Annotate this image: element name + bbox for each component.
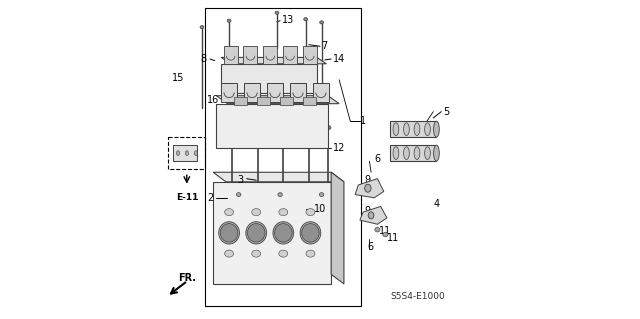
Bar xyxy=(244,83,260,102)
Ellipse shape xyxy=(227,19,231,22)
Polygon shape xyxy=(331,172,344,284)
Polygon shape xyxy=(213,172,344,182)
Ellipse shape xyxy=(255,126,260,130)
Text: 6: 6 xyxy=(375,154,381,165)
Ellipse shape xyxy=(424,123,430,136)
Text: 6: 6 xyxy=(367,242,373,252)
Ellipse shape xyxy=(301,224,319,242)
Ellipse shape xyxy=(219,222,239,244)
Ellipse shape xyxy=(225,250,234,257)
Bar xyxy=(313,83,329,102)
Text: 10: 10 xyxy=(314,204,326,214)
Text: 2: 2 xyxy=(207,193,213,203)
Polygon shape xyxy=(355,179,384,198)
Ellipse shape xyxy=(279,250,288,257)
Ellipse shape xyxy=(220,224,238,242)
Bar xyxy=(216,104,328,148)
Text: 8: 8 xyxy=(200,54,207,64)
Ellipse shape xyxy=(252,209,260,216)
Ellipse shape xyxy=(246,222,267,244)
Ellipse shape xyxy=(300,222,321,244)
Bar xyxy=(303,46,317,64)
Ellipse shape xyxy=(229,126,235,130)
Text: 1: 1 xyxy=(360,116,366,126)
Ellipse shape xyxy=(306,250,315,257)
Ellipse shape xyxy=(225,209,234,216)
Text: 11: 11 xyxy=(379,226,391,236)
Bar xyxy=(234,97,246,105)
Ellipse shape xyxy=(304,18,308,21)
Ellipse shape xyxy=(252,250,260,257)
Text: FR.: FR. xyxy=(178,272,196,283)
Ellipse shape xyxy=(248,224,265,242)
Bar xyxy=(263,46,277,64)
Bar xyxy=(390,145,436,161)
Text: 10: 10 xyxy=(317,113,329,123)
Ellipse shape xyxy=(177,151,180,156)
Bar xyxy=(390,121,436,137)
Polygon shape xyxy=(216,96,339,104)
Bar xyxy=(221,83,237,102)
Text: 15: 15 xyxy=(172,73,184,83)
Bar xyxy=(243,46,257,64)
Bar xyxy=(213,182,331,284)
Ellipse shape xyxy=(273,222,294,244)
Ellipse shape xyxy=(404,123,410,136)
Ellipse shape xyxy=(320,21,323,24)
Text: 12: 12 xyxy=(333,143,345,153)
Text: 4: 4 xyxy=(433,199,440,209)
Ellipse shape xyxy=(236,193,241,197)
Bar xyxy=(303,97,316,105)
Polygon shape xyxy=(173,145,197,161)
Text: 7: 7 xyxy=(321,41,328,51)
Bar xyxy=(205,8,362,306)
Bar xyxy=(168,137,205,169)
Bar xyxy=(257,97,269,105)
Polygon shape xyxy=(221,57,326,64)
Ellipse shape xyxy=(279,209,288,216)
Bar xyxy=(290,83,306,102)
Bar xyxy=(221,64,317,93)
Text: E-11: E-11 xyxy=(175,193,198,202)
Text: 5: 5 xyxy=(443,107,449,117)
Text: 9: 9 xyxy=(365,205,371,216)
Bar xyxy=(283,46,297,64)
Ellipse shape xyxy=(433,145,439,161)
Ellipse shape xyxy=(375,227,380,232)
Text: 14: 14 xyxy=(333,54,345,64)
Ellipse shape xyxy=(186,151,189,156)
Ellipse shape xyxy=(368,212,374,219)
Ellipse shape xyxy=(275,11,279,14)
Bar xyxy=(280,97,292,105)
Text: 16: 16 xyxy=(207,95,220,106)
Ellipse shape xyxy=(424,147,430,160)
Ellipse shape xyxy=(414,147,420,160)
Ellipse shape xyxy=(404,147,410,160)
Text: S5S4-E1000: S5S4-E1000 xyxy=(390,292,445,301)
Ellipse shape xyxy=(278,193,282,197)
Polygon shape xyxy=(360,206,387,224)
Ellipse shape xyxy=(393,147,399,160)
Ellipse shape xyxy=(414,123,420,136)
Ellipse shape xyxy=(383,232,388,237)
Ellipse shape xyxy=(195,151,198,156)
Ellipse shape xyxy=(319,193,324,197)
Ellipse shape xyxy=(280,126,286,130)
Text: 11: 11 xyxy=(387,233,399,243)
Bar xyxy=(267,83,283,102)
Ellipse shape xyxy=(306,209,315,216)
Ellipse shape xyxy=(393,123,399,136)
Text: 13: 13 xyxy=(282,15,294,25)
Ellipse shape xyxy=(200,26,204,29)
Ellipse shape xyxy=(365,184,371,192)
Ellipse shape xyxy=(306,126,312,130)
Text: 3: 3 xyxy=(237,175,243,185)
Text: 9: 9 xyxy=(365,175,371,185)
Ellipse shape xyxy=(325,126,331,130)
Ellipse shape xyxy=(275,224,292,242)
Bar xyxy=(223,46,237,64)
Ellipse shape xyxy=(433,121,439,137)
